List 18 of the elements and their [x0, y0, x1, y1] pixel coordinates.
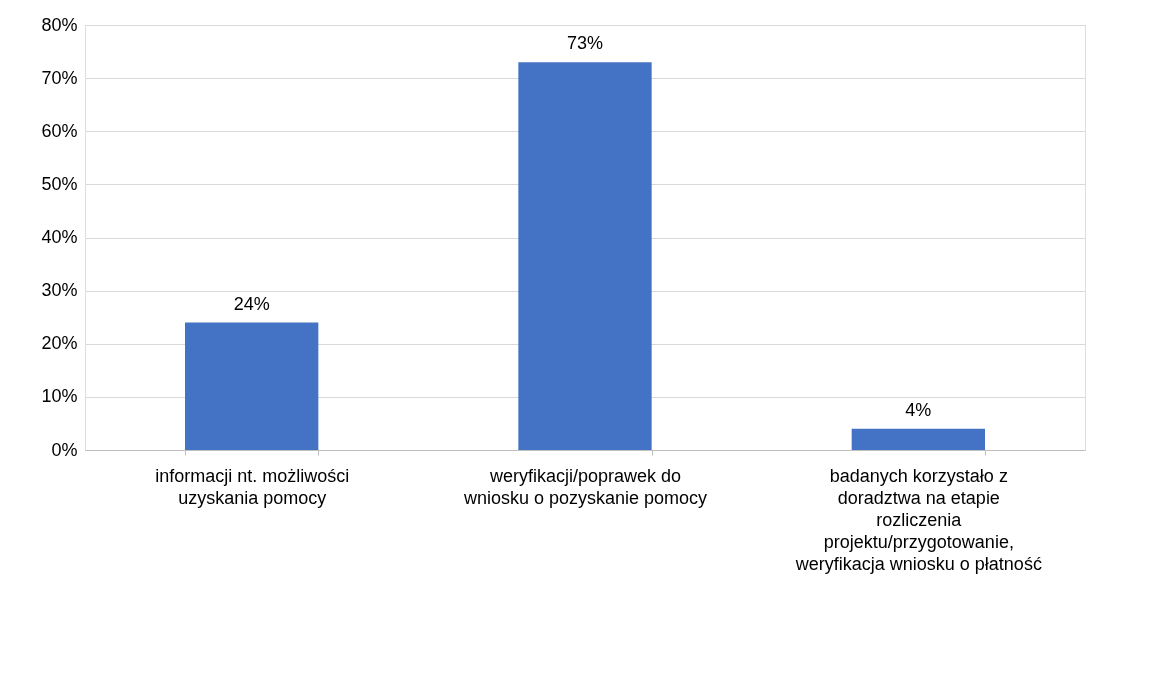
- y-tick-label: 30%: [41, 280, 78, 301]
- x-tick-label: informacji nt. możliwości uzyskania pomocy: [155, 465, 350, 508]
- y-tick-label: 20%: [41, 333, 78, 354]
- y-tick-label: 80%: [41, 14, 78, 35]
- data-label: 4%: [905, 399, 932, 420]
- bar: [851, 428, 985, 450]
- data-label: 73%: [566, 33, 604, 54]
- bar: [518, 62, 652, 450]
- bar: [185, 322, 319, 450]
- y-tick-label: 10%: [41, 386, 78, 407]
- y-tick-label: 70%: [41, 67, 78, 88]
- data-label: 24%: [233, 293, 270, 314]
- y-tick-label: 60%: [41, 120, 78, 141]
- y-tick-label: 50%: [41, 173, 78, 194]
- y-tick-label: 40%: [41, 227, 78, 247]
- x-tick-label: weryfikacji/poprawek do wniosku o pozyskanie pomocy: [462, 465, 708, 508]
- y-tick-label: 0%: [51, 439, 78, 460]
- x-tick-label: badanych korzystało z doradztwa na etapie rozliczenia projektu/przygotowanie, weryfikacja wniosku o płatność: [794, 465, 1042, 574]
